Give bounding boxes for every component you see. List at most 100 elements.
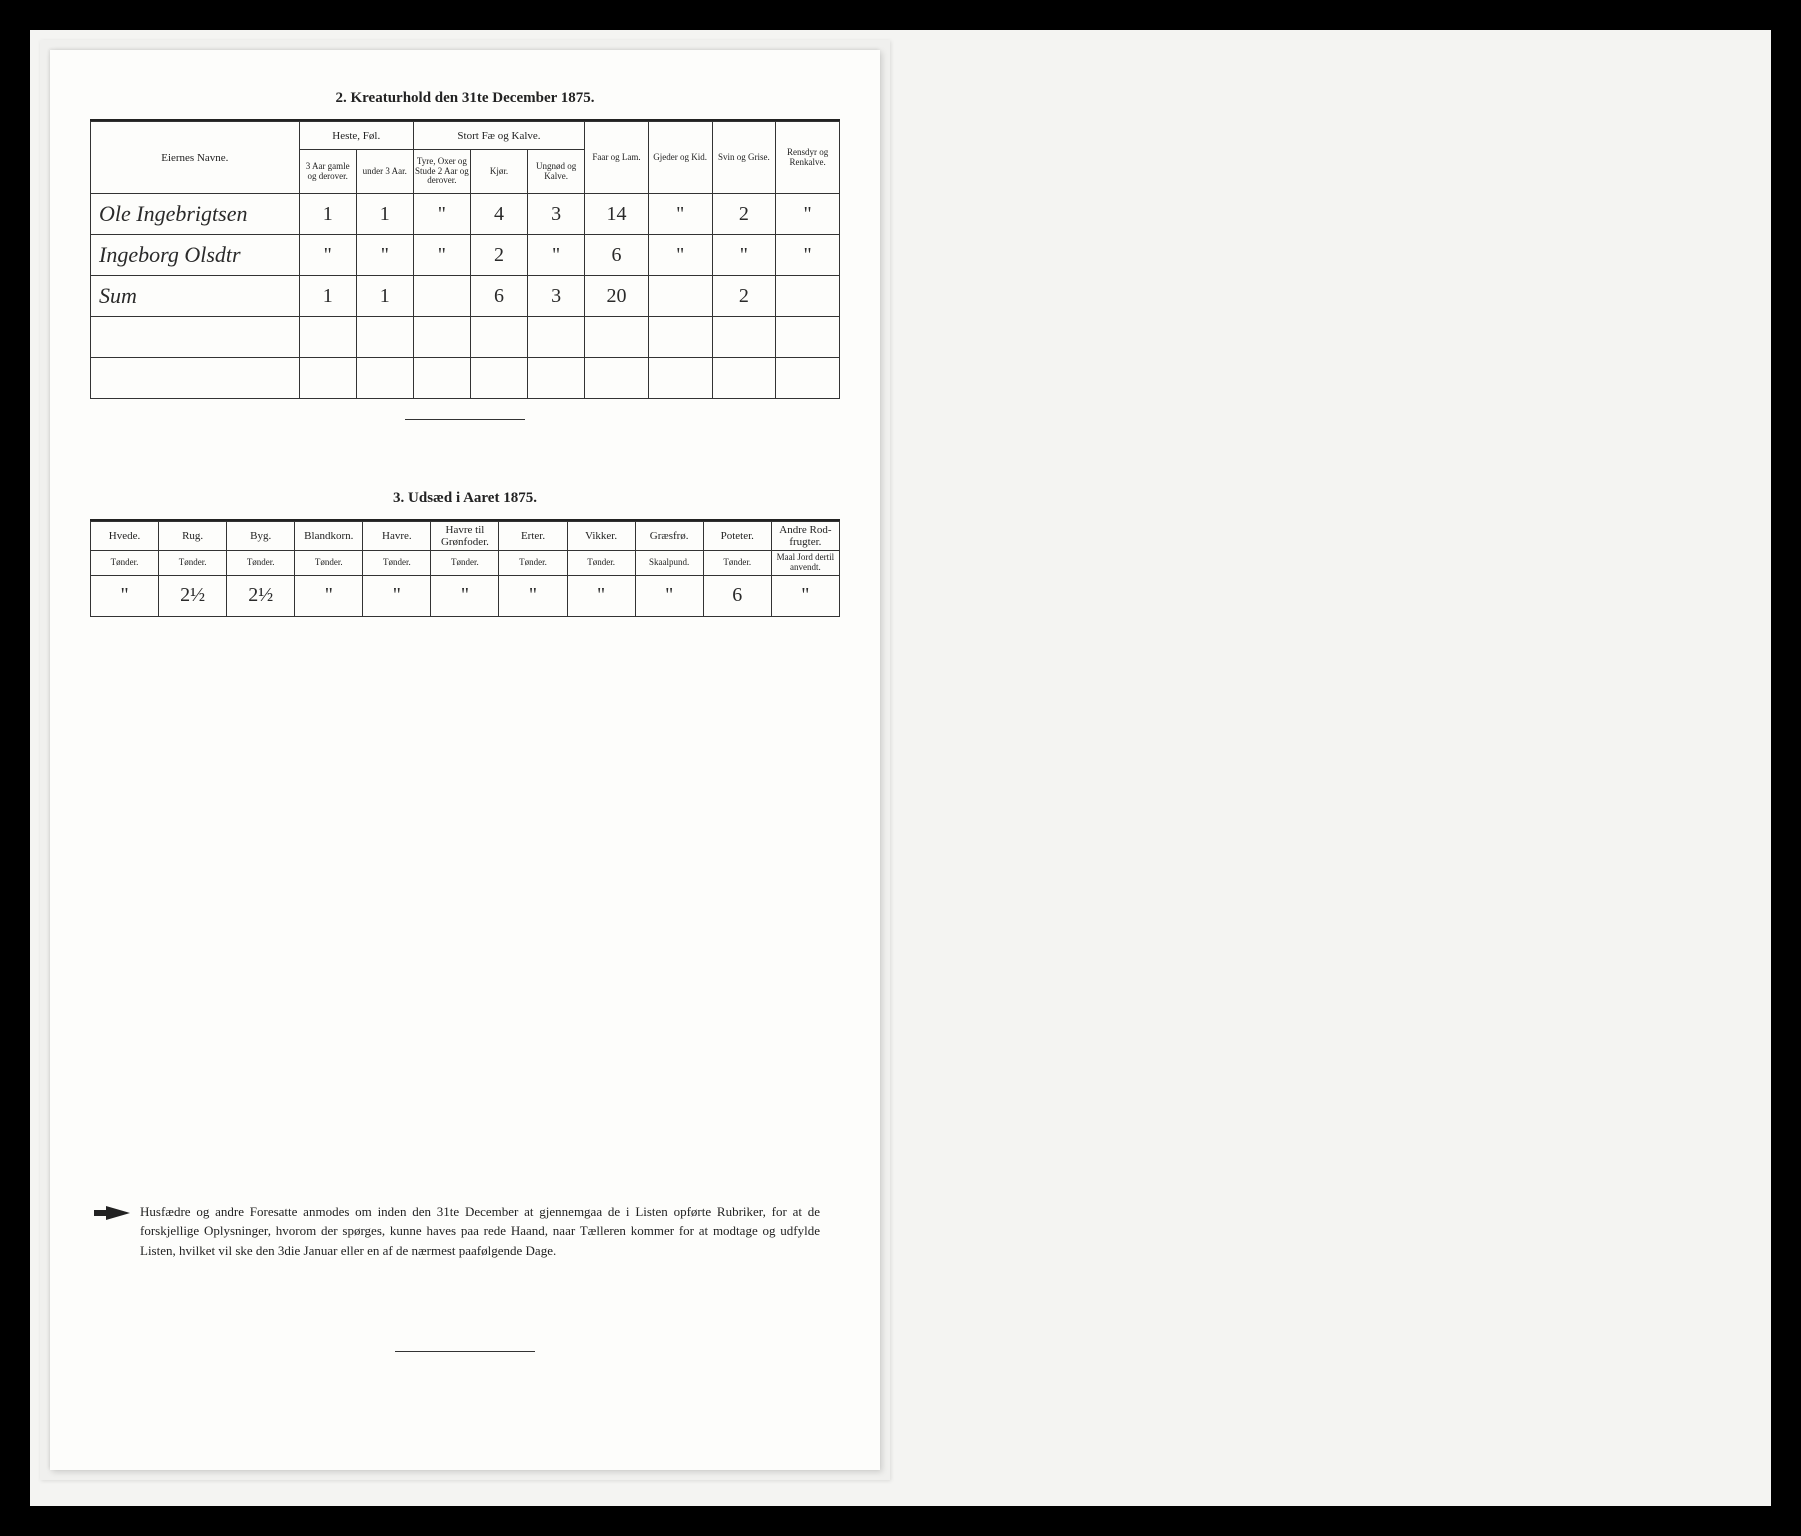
cell: 2 [470,235,527,276]
col-bulls: Tyre, Oxer og Stude 2 Aar og derover. [413,150,470,194]
col-header: Poteter. [703,522,771,551]
cell [91,317,300,358]
col-header: Græsfrø. [635,522,703,551]
col-horses-young: under 3 Aar. [356,150,413,194]
cell: 6 [703,575,771,616]
cell: 2 [712,194,776,235]
col-subheader: Tønder. [227,551,295,576]
cell [648,317,712,358]
scan-background: 2. Kreaturhold den 31te December 1875. E… [30,30,1771,1506]
col-subheader: Tønder. [703,551,771,576]
section3-title: 3. Udsæd i Aaret 1875. [90,490,840,507]
cell: " [91,575,159,616]
section2-title: 2. Kreaturhold den 31te December 1875. [90,90,840,107]
col-header: Havre til Grønfoder. [431,522,499,551]
col-header: Hvede. [91,522,159,551]
cell: 2½ [159,575,227,616]
cell: 1 [299,194,356,235]
col-subheader: Tønder. [567,551,635,576]
col-subheader: Tønder. [295,551,363,576]
footnote-text: Husfædre og andre Foresatte anmodes om i… [140,1204,820,1258]
col-header: Byg. [227,522,295,551]
table-row: Sum1163202 [91,276,840,317]
cell: " [295,575,363,616]
cell [648,358,712,399]
cell: " [712,235,776,276]
owner-name: Sum [91,276,300,317]
col-header: Andre Rod-frugter. [771,522,839,551]
cell: " [499,575,567,616]
cell [356,358,413,399]
cell: 3 [528,194,585,235]
bottom-rule [395,1351,535,1352]
col-pigs: Svin og Grise. [712,122,776,194]
table-row: Ingeborg Olsdtr"""2"6""" [91,235,840,276]
cell [776,317,840,358]
col-calves: Ungnød og Kalve. [528,150,585,194]
cell: " [648,194,712,235]
col-subheader: Skaalpund. [635,551,703,576]
cell [776,358,840,399]
col-header: Erter. [499,522,567,551]
cell: 4 [470,194,527,235]
cell: " [771,575,839,616]
cell: " [431,575,499,616]
small-rule [405,419,525,420]
cell [585,317,649,358]
cell: 1 [356,194,413,235]
cell [413,358,470,399]
cell: " [776,194,840,235]
cell [299,317,356,358]
cell [413,276,470,317]
owner-name: Ole Ingebrigtsen [91,194,300,235]
cell: 14 [585,194,649,235]
footnote: Husfædre og andre Foresatte anmodes om i… [140,1202,820,1261]
cell: " [413,235,470,276]
table-row [91,358,840,399]
col-header: Vikker. [567,522,635,551]
col-subheader: Tønder. [431,551,499,576]
cell: 1 [299,276,356,317]
col-reindeer: Rensdyr og Renkalve. [776,122,840,194]
cell: 3 [528,276,585,317]
col-cows: Kjør. [470,150,527,194]
cell [528,358,585,399]
col-header: Havre. [363,522,431,551]
livestock-table: Eiernes Navne. Heste, Føl. Stort Fæ og K… [90,121,840,399]
table-row: Ole Ingebrigtsen11"4314"2" [91,194,840,235]
document-page: 2. Kreaturhold den 31te December 1875. E… [50,50,880,1470]
cell: " [413,194,470,235]
col-subheader: Tønder. [91,551,159,576]
cell: 6 [585,235,649,276]
cell [470,358,527,399]
col-goats: Gjeder og Kid. [648,122,712,194]
cell: " [299,235,356,276]
col-subheader: Tønder. [363,551,431,576]
cell [648,276,712,317]
col-header: Rug. [159,522,227,551]
col-cattle-group: Stort Fæ og Kalve. [413,122,584,150]
owner-name: Ingeborg Olsdtr [91,235,300,276]
pointing-hand-icon [92,1204,132,1222]
cell: 2½ [227,575,295,616]
cell [776,276,840,317]
col-header: Blandkorn. [295,522,363,551]
cell: 1 [356,276,413,317]
cell: " [776,235,840,276]
cell [712,358,776,399]
col-subheader: Tønder. [159,551,227,576]
cell: 6 [470,276,527,317]
col-horses-old: 3 Aar gamle og derover. [299,150,356,194]
cell [299,358,356,399]
cell: " [635,575,703,616]
cell [585,358,649,399]
cell: 2 [712,276,776,317]
cell: " [356,235,413,276]
col-subheader: Maal Jord dertil anvendt. [771,551,839,576]
cell [91,358,300,399]
cell [470,317,527,358]
col-name: Eiernes Navne. [91,122,300,194]
cell: " [528,235,585,276]
cell [528,317,585,358]
cell [712,317,776,358]
